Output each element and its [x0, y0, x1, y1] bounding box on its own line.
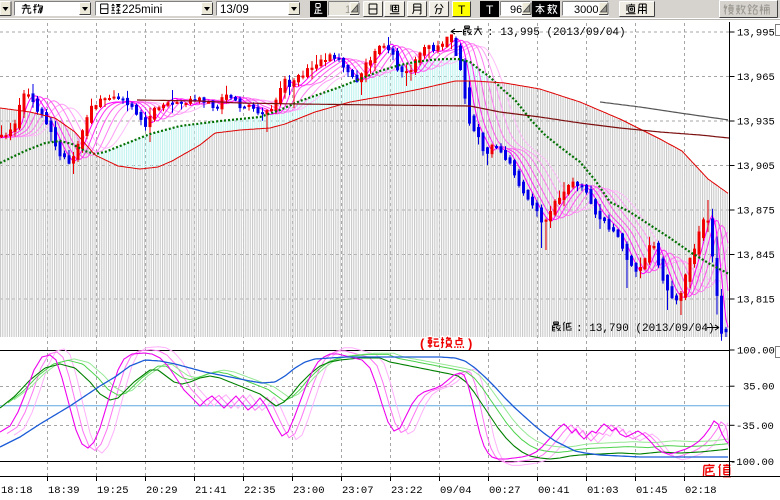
- svg-text:00:41: 00:41: [538, 485, 570, 497]
- svg-text:: 13,995 (2013/09/04): : 13,995 (2013/09/04): [487, 27, 626, 39]
- svg-text:13,905: 13,905: [737, 161, 775, 173]
- svg-text:): ): [468, 336, 472, 351]
- svg-text:1: 1: [345, 4, 351, 16]
- svg-text:01:03: 01:03: [587, 485, 619, 497]
- svg-text:13,875: 13,875: [737, 206, 775, 218]
- svg-text:13/09: 13/09: [220, 4, 249, 16]
- svg-text:3000: 3000: [574, 4, 598, 16]
- svg-text:35.00: 35.00: [743, 382, 775, 394]
- svg-text:22:35: 22:35: [244, 485, 276, 497]
- svg-text:02:18: 02:18: [685, 485, 717, 497]
- svg-text:13,815: 13,815: [737, 295, 775, 307]
- svg-text:23:00: 23:00: [293, 485, 325, 497]
- svg-text:18:18: 18:18: [1, 485, 33, 497]
- svg-text:01:45: 01:45: [636, 485, 668, 497]
- svg-text:13,995: 13,995: [737, 28, 775, 40]
- svg-text:100.00: 100.00: [737, 346, 775, 358]
- svg-text:13,965: 13,965: [737, 72, 775, 84]
- svg-text:23:07: 23:07: [342, 485, 374, 497]
- svg-text:13,845: 13,845: [737, 250, 775, 262]
- svg-text:T: T: [486, 3, 494, 17]
- svg-text:T: T: [458, 3, 466, 17]
- svg-text:: 13,790 (2013/09/04): : 13,790 (2013/09/04): [576, 323, 715, 335]
- svg-text:18:39: 18:39: [48, 485, 80, 497]
- svg-text:00:27: 00:27: [489, 485, 521, 497]
- svg-text:21:41: 21:41: [195, 485, 227, 497]
- svg-text:225mini: 225mini: [122, 4, 162, 16]
- svg-text:23:22: 23:22: [391, 485, 423, 497]
- svg-text:09/04: 09/04: [440, 485, 472, 497]
- svg-text:13,935: 13,935: [737, 117, 775, 129]
- svg-text:20:29: 20:29: [146, 485, 178, 497]
- svg-text:96: 96: [510, 4, 522, 16]
- svg-text:-100.00: -100.00: [730, 457, 774, 469]
- svg-text:(: (: [420, 336, 425, 351]
- svg-text:19:25: 19:25: [97, 485, 129, 497]
- svg-text:-35.00: -35.00: [736, 421, 774, 433]
